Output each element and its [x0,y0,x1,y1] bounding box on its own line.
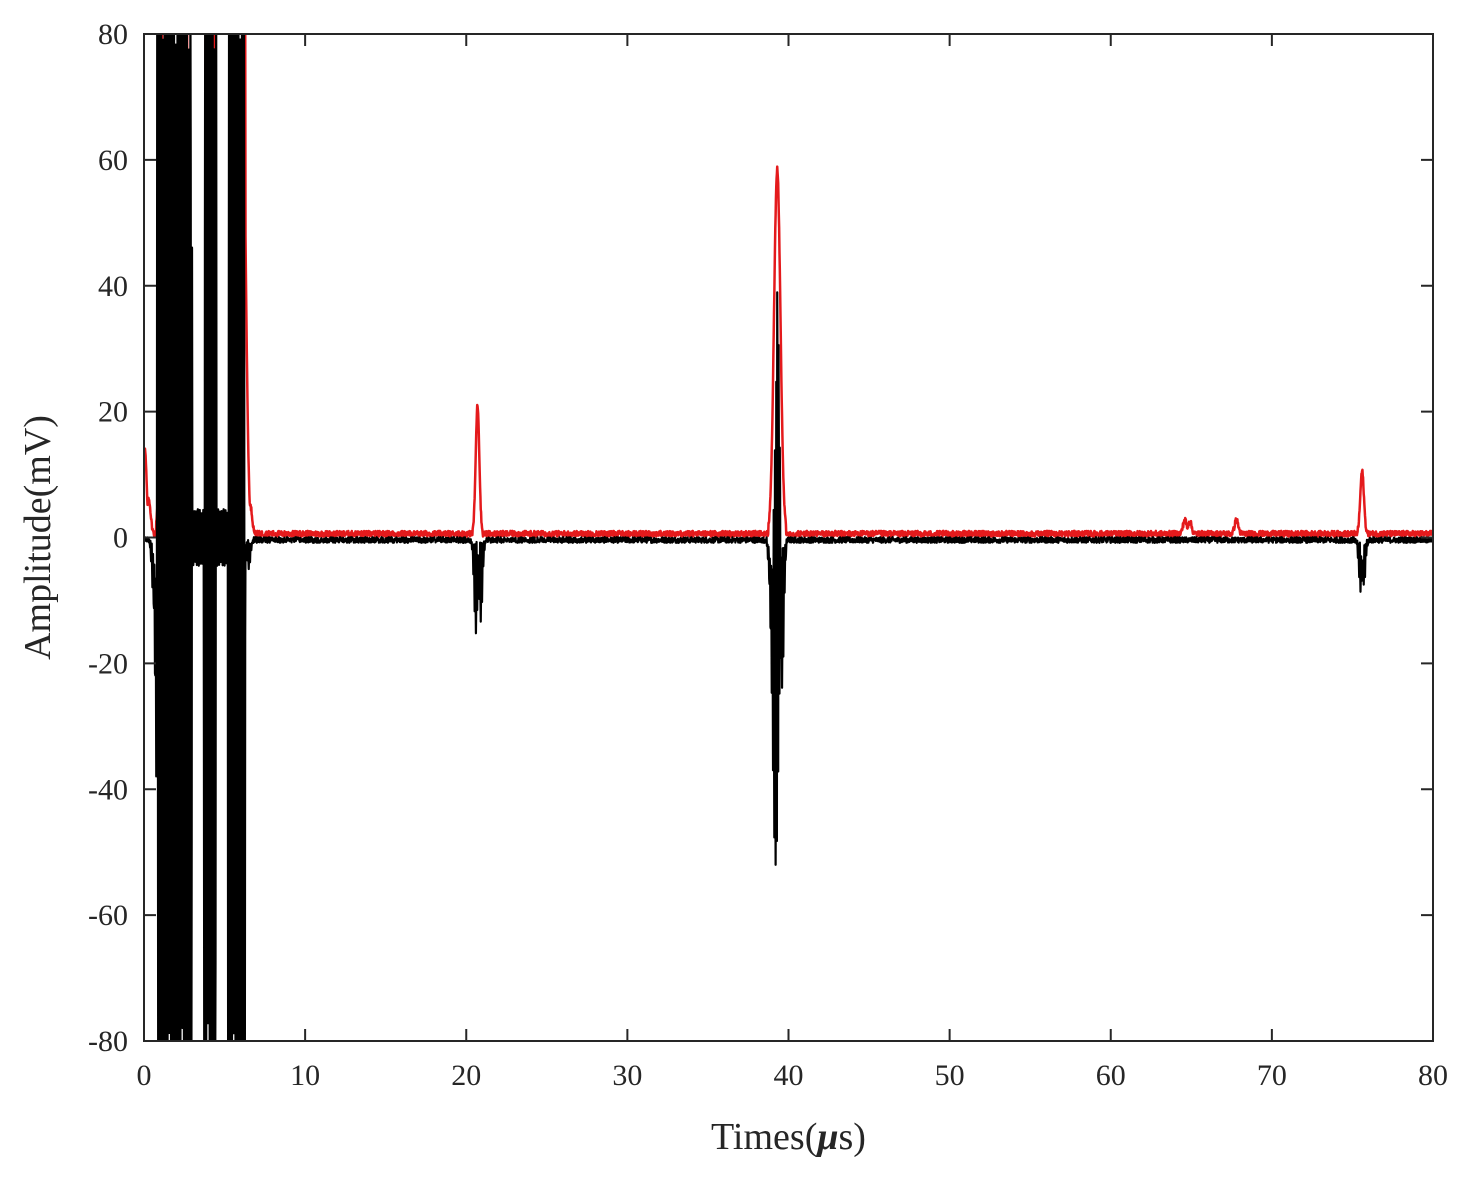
black-series-line [144,34,1433,1041]
x-tick-label: 10 [290,1059,320,1092]
x-tick-label: 80 [1418,1059,1448,1092]
x-tick-label: 40 [774,1059,804,1092]
y-tick-label: 40 [98,270,128,303]
x-tick-label: 50 [935,1059,965,1092]
y-tick-label: -20 [88,647,128,680]
y-tick-label: 60 [98,144,128,177]
y-tick-label: -40 [88,773,128,806]
y-axis-title: Amplitude(mV) [17,415,59,660]
series-layer [144,34,1433,1041]
x-tick-label: 20 [451,1059,481,1092]
y-tick-label: 0 [113,522,128,555]
x-axis-title: Times(μs) [711,1116,866,1158]
y-tick-label: 80 [98,18,128,51]
y-tick-label: 20 [98,396,128,429]
red-series-line [144,34,1433,538]
y-tick-label: -80 [88,1025,128,1058]
x-tick-label: 30 [612,1059,642,1092]
x-tick-label: 70 [1257,1059,1287,1092]
x-tick-label: 60 [1096,1059,1126,1092]
y-tick-label: -60 [88,899,128,932]
tick-layer: 0 10 20 30 40 50 60 70 80 -80 -60 -40 -20 0 20 40 60 80 [88,18,1448,1092]
x-tick-label: 0 [137,1059,152,1092]
